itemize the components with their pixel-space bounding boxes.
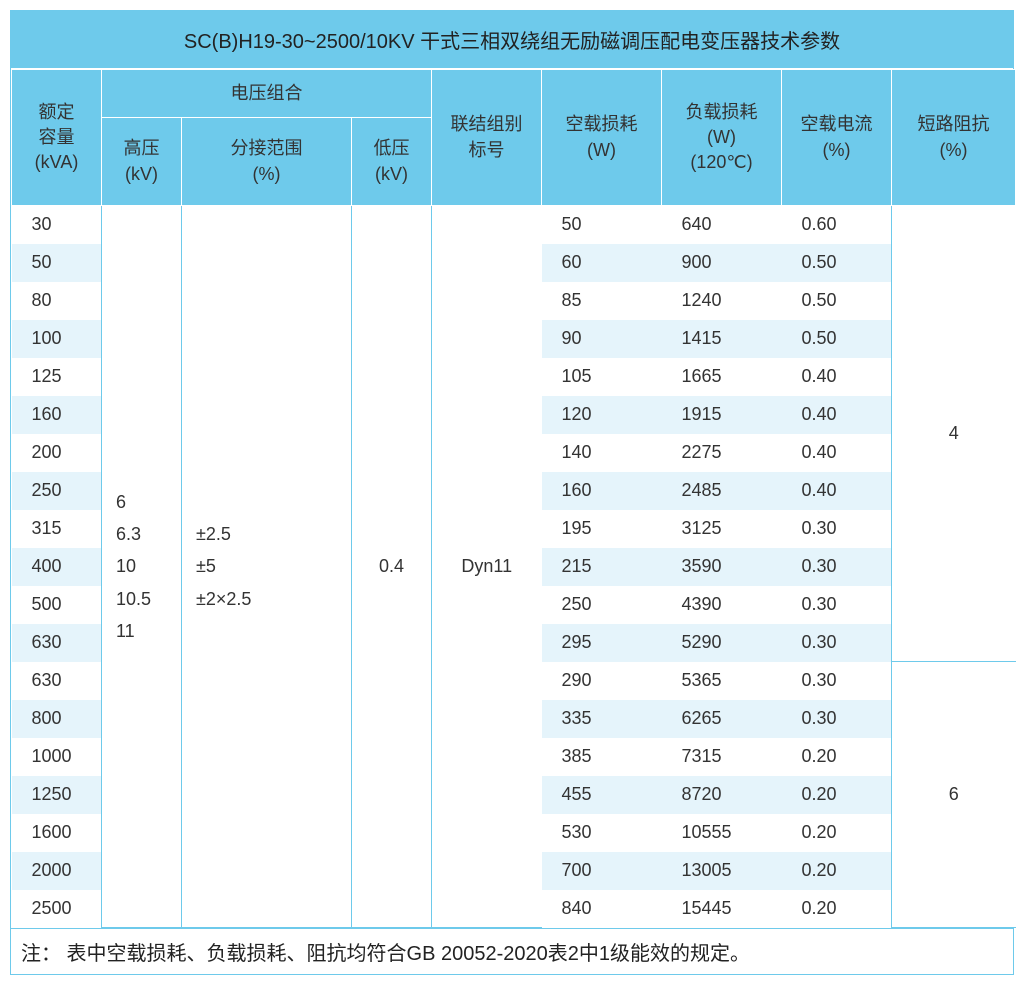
cell-noload-current: 0.20	[782, 852, 892, 890]
cell-capacity: 400	[12, 548, 102, 586]
cell-capacity: 630	[12, 662, 102, 700]
cell-noload-loss: 160	[542, 472, 662, 510]
cell-hv: 66.31010.511	[102, 206, 182, 928]
cell-load-loss: 640	[662, 206, 782, 244]
cell-impedance: 6	[892, 662, 1016, 928]
cell-capacity: 800	[12, 700, 102, 738]
cell-load-loss: 2275	[662, 434, 782, 472]
cell-noload-current: 0.50	[782, 320, 892, 358]
cell-connection: Dyn11	[432, 206, 542, 928]
cell-capacity: 500	[12, 586, 102, 624]
th-capacity: 额定容量(kVA)	[12, 70, 102, 206]
cell-noload-current: 0.40	[782, 434, 892, 472]
cell-load-loss: 2485	[662, 472, 782, 510]
cell-load-loss: 1415	[662, 320, 782, 358]
cell-noload-current: 0.30	[782, 548, 892, 586]
cell-noload-loss: 60	[542, 244, 662, 282]
cell-noload-loss: 295	[542, 624, 662, 662]
cell-capacity: 50	[12, 244, 102, 282]
cell-load-loss: 7315	[662, 738, 782, 776]
cell-load-loss: 1915	[662, 396, 782, 434]
cell-noload-loss: 290	[542, 662, 662, 700]
cell-noload-current: 0.20	[782, 738, 892, 776]
cell-noload-current: 0.20	[782, 814, 892, 852]
cell-capacity: 250	[12, 472, 102, 510]
cell-load-loss: 900	[662, 244, 782, 282]
cell-tap: ±2.5±5±2×2.5	[182, 206, 352, 928]
cell-load-loss: 3125	[662, 510, 782, 548]
cell-capacity: 1250	[12, 776, 102, 814]
cell-noload-current: 0.20	[782, 890, 892, 928]
cell-noload-loss: 385	[542, 738, 662, 776]
cell-load-loss: 8720	[662, 776, 782, 814]
cell-noload-current: 0.50	[782, 244, 892, 282]
cell-noload-loss: 105	[542, 358, 662, 396]
cell-noload-loss: 700	[542, 852, 662, 890]
cell-noload-loss: 85	[542, 282, 662, 320]
cell-load-loss: 13005	[662, 852, 782, 890]
cell-noload-current: 0.40	[782, 396, 892, 434]
cell-load-loss: 1665	[662, 358, 782, 396]
table-footnote: 注： 表中空载损耗、负载损耗、阻抗均符合GB 20052-2020表2中1级能效…	[11, 928, 1013, 974]
table-body: 3066.31010.511±2.5±5±2×2.50.4Dyn11506400…	[12, 206, 1016, 928]
th-noload-current: 空载电流(%)	[782, 70, 892, 206]
cell-impedance: 4	[892, 206, 1016, 662]
cell-load-loss: 3590	[662, 548, 782, 586]
cell-noload-loss: 120	[542, 396, 662, 434]
cell-noload-current: 0.20	[782, 776, 892, 814]
table-row: 3066.31010.511±2.5±5±2×2.50.4Dyn11506400…	[12, 206, 1016, 244]
cell-capacity: 160	[12, 396, 102, 434]
cell-noload-current: 0.30	[782, 510, 892, 548]
th-lv: 低压(kV)	[352, 118, 432, 206]
th-impedance: 短路阻抗(%)	[892, 70, 1016, 206]
cell-noload-loss: 140	[542, 434, 662, 472]
cell-load-loss: 4390	[662, 586, 782, 624]
cell-noload-loss: 50	[542, 206, 662, 244]
cell-noload-current: 0.30	[782, 586, 892, 624]
cell-capacity: 100	[12, 320, 102, 358]
th-noload-loss: 空载损耗(W)	[542, 70, 662, 206]
cell-noload-loss: 195	[542, 510, 662, 548]
table-head: 额定容量(kVA) 电压组合 联结组别标号 空载损耗(W) 负载损耗(W)(12…	[12, 70, 1016, 206]
th-hv: 高压(kV)	[102, 118, 182, 206]
th-connection: 联结组别标号	[432, 70, 542, 206]
cell-load-loss: 15445	[662, 890, 782, 928]
spec-table: 额定容量(kVA) 电压组合 联结组别标号 空载损耗(W) 负载损耗(W)(12…	[11, 69, 1016, 928]
cell-noload-loss: 840	[542, 890, 662, 928]
table-title: SC(B)H19-30~2500/10KV 干式三相双绕组无励磁调压配电变压器技…	[11, 11, 1013, 69]
cell-load-loss: 5365	[662, 662, 782, 700]
cell-noload-loss: 530	[542, 814, 662, 852]
cell-noload-loss: 250	[542, 586, 662, 624]
cell-noload-loss: 455	[542, 776, 662, 814]
cell-noload-current: 0.30	[782, 624, 892, 662]
th-load-loss: 负载损耗(W)(120℃)	[662, 70, 782, 206]
cell-capacity: 2500	[12, 890, 102, 928]
cell-capacity: 1000	[12, 738, 102, 776]
cell-capacity: 30	[12, 206, 102, 244]
cell-lv: 0.4	[352, 206, 432, 928]
cell-load-loss: 5290	[662, 624, 782, 662]
cell-capacity: 80	[12, 282, 102, 320]
cell-noload-loss: 215	[542, 548, 662, 586]
th-voltage-group: 电压组合	[102, 70, 432, 118]
cell-capacity: 630	[12, 624, 102, 662]
cell-noload-current: 0.30	[782, 700, 892, 738]
cell-capacity: 1600	[12, 814, 102, 852]
cell-capacity: 125	[12, 358, 102, 396]
cell-capacity: 315	[12, 510, 102, 548]
cell-noload-loss: 90	[542, 320, 662, 358]
cell-noload-loss: 335	[542, 700, 662, 738]
cell-noload-current: 0.60	[782, 206, 892, 244]
cell-load-loss: 1240	[662, 282, 782, 320]
cell-capacity: 200	[12, 434, 102, 472]
cell-noload-current: 0.40	[782, 358, 892, 396]
cell-noload-current: 0.50	[782, 282, 892, 320]
transformer-spec-table: SC(B)H19-30~2500/10KV 干式三相双绕组无励磁调压配电变压器技…	[10, 10, 1014, 975]
cell-capacity: 2000	[12, 852, 102, 890]
cell-noload-current: 0.30	[782, 662, 892, 700]
cell-noload-current: 0.40	[782, 472, 892, 510]
cell-load-loss: 6265	[662, 700, 782, 738]
th-tap: 分接范围(%)	[182, 118, 352, 206]
cell-load-loss: 10555	[662, 814, 782, 852]
